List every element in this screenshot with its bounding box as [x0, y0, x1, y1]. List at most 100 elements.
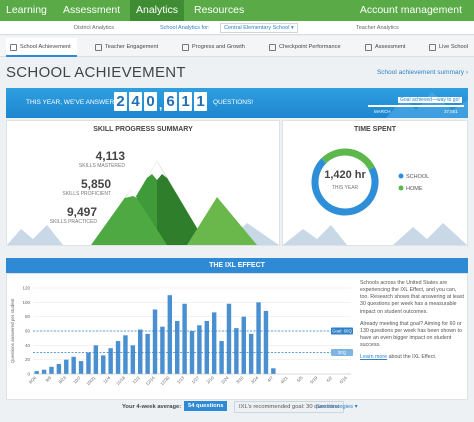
- tab-icon: [269, 44, 276, 51]
- account-link[interactable]: Account management: [359, 4, 462, 16]
- goal-label: Goal: 60Q: [332, 329, 352, 334]
- stat-label: SKILLS PROFICIENT: [62, 191, 111, 197]
- x-tick-label: 3/10: [235, 375, 245, 385]
- summary-link[interactable]: School achievement summary ›: [376, 69, 468, 76]
- bar: [263, 310, 269, 374]
- goal-month: MARCH: [374, 109, 391, 114]
- bar: [226, 303, 232, 374]
- learn-more-line: Learn more about the IXL Effect.: [360, 354, 464, 361]
- mountain-art: [7, 161, 279, 245]
- bar: [160, 326, 165, 374]
- x-tick-label: 10/21: [85, 375, 97, 387]
- y-axis-label: Questions answered per student: [10, 298, 15, 364]
- learn-more-rest: about the IXL Effect.: [388, 354, 437, 361]
- bar: [108, 348, 113, 374]
- bar: [130, 345, 136, 374]
- counter-digit: 4: [129, 92, 142, 111]
- tab-bar: School Achievement Teacher Engagement Prog…: [0, 36, 474, 57]
- goal-label: 30Q: [338, 350, 347, 355]
- time-chart: 1,420 hr THIS YEAR SCHOOL HOME: [283, 148, 467, 245]
- bar: [211, 312, 217, 374]
- stat-value: 9,497: [66, 205, 97, 219]
- bar: [49, 366, 54, 374]
- sub-nav: District Analytics School Analytics for:…: [0, 21, 474, 35]
- legend-swatch: [398, 185, 404, 191]
- strategies-link[interactable]: See strategies ▾: [316, 404, 358, 410]
- x-tick-label: 6/2: [325, 375, 333, 383]
- school-name: Central Elementary School: [224, 25, 290, 31]
- bar: [34, 371, 39, 374]
- x-tick-label: 4/21: [279, 375, 289, 385]
- legend-swatch: [398, 173, 404, 179]
- tab-label: School Achievement: [20, 44, 71, 50]
- banner-suffix: QUESTIONS!: [213, 99, 254, 106]
- tab-icon: [95, 44, 102, 51]
- teacher-link[interactable]: Teacher Analytics: [356, 25, 399, 31]
- bar: [248, 333, 254, 374]
- skills-panel: SKILL PROGRESS SUMMARY 4,113 SKILLS MASTE…: [6, 120, 280, 246]
- time-panel: TIME SPENT 1,420 hr THIS YEAR SCHOOL HOME: [282, 120, 468, 246]
- nav-item[interactable]: Learning: [6, 4, 47, 16]
- counter-digit: 6: [164, 92, 177, 111]
- stat-value: 5,850: [80, 177, 111, 191]
- nav-item[interactable]: Resources: [194, 4, 245, 16]
- tab[interactable]: Assessment: [361, 38, 411, 57]
- donut-segment: [321, 148, 375, 171]
- tab-icon: [182, 44, 189, 51]
- y-tick-label: 0: [27, 372, 30, 377]
- x-tick-label: 9/9: [44, 375, 52, 383]
- tab[interactable]: School Achievement: [6, 38, 77, 57]
- tab[interactable]: Teacher Engagement: [91, 38, 164, 57]
- page-title: SCHOOL ACHIEVEMENT: [6, 64, 186, 81]
- stat-value: 4,113: [95, 149, 125, 163]
- district-link[interactable]: District Analytics: [74, 25, 115, 31]
- school-dropdown[interactable]: Central Elementary School ▾: [220, 23, 298, 33]
- bar: [145, 333, 150, 374]
- tab-label: Progress and Growth: [192, 44, 245, 50]
- legend-label: SCHOOL: [406, 174, 429, 180]
- tab-label: Checkpoint Performance: [279, 44, 341, 50]
- x-tick-label: 12/2: [131, 375, 141, 385]
- bar: [123, 335, 128, 374]
- bar: [174, 320, 180, 374]
- school-label: School Analytics for:: [160, 25, 210, 31]
- bar: [197, 325, 202, 374]
- bar: [204, 320, 210, 374]
- tab[interactable]: Progress and Growth: [178, 38, 251, 57]
- x-tick-label: 12/16: [145, 375, 157, 387]
- top-nav: Account management Learning Assessment Ana…: [0, 0, 474, 21]
- y-tick-label: 120: [22, 286, 30, 291]
- x-tick-label: 11/18: [115, 375, 126, 386]
- nav-item[interactable]: Assessment: [63, 4, 121, 16]
- stat-label: SKILLS PRACTICED: [49, 219, 97, 225]
- bar: [78, 361, 84, 374]
- tab-icon: [429, 44, 436, 51]
- tab-label: Teacher Engagement: [105, 44, 159, 50]
- banner-prefix: THIS YEAR, WE'VE ANSWERED: [26, 99, 124, 106]
- tab-icon: [10, 44, 17, 51]
- time-total-label: THIS YEAR: [332, 185, 359, 191]
- nav-item[interactable]: Analytics: [130, 0, 185, 21]
- bar: [182, 303, 187, 374]
- bar: [152, 309, 158, 374]
- learn-more-link[interactable]: Learn more: [360, 354, 388, 361]
- goal-count: 37,551: [444, 109, 458, 114]
- legend-label: HOME: [406, 186, 423, 192]
- x-tick-label: 4/7: [266, 375, 274, 383]
- tab[interactable]: Checkpoint Performance: [265, 38, 347, 57]
- tab[interactable]: Live School: [425, 38, 474, 57]
- effect-chart: Questions answered per student 0 20 40 60 80 1…: [10, 286, 353, 387]
- bar: [256, 302, 261, 374]
- x-tick-label: 8/26: [28, 375, 38, 385]
- bar: [86, 352, 91, 374]
- bar: [93, 345, 99, 374]
- bar: [271, 368, 276, 374]
- x-tick-label: 2/10: [205, 375, 215, 385]
- bar: [71, 356, 76, 374]
- goal-progress: [368, 105, 464, 107]
- counter-separator: ,: [159, 98, 163, 112]
- time-title: TIME SPENT: [353, 126, 396, 133]
- x-tick-label: 5/19: [309, 375, 319, 385]
- time-total: 1,420 hr: [324, 169, 366, 181]
